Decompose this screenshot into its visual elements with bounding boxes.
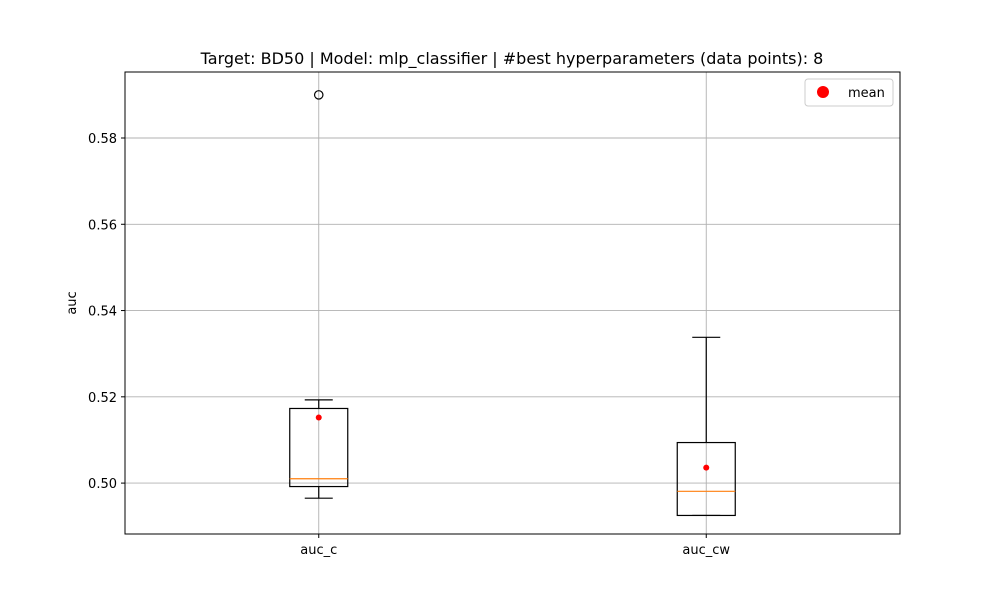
chart-title: Target: BD50 | Model: mlp_classifier | #… xyxy=(200,49,824,69)
y-tick-label: 0.58 xyxy=(88,132,117,147)
plot-area-frame xyxy=(124,71,901,535)
x-tick-label: auc_cw xyxy=(682,543,730,558)
y-tick-label: 0.54 xyxy=(88,305,117,320)
grid-lines xyxy=(125,72,900,534)
mean-marker xyxy=(315,414,322,421)
outlier-point xyxy=(313,90,324,100)
axes: 0.50 0.52 0.54 0.56 0.58 auc_c auc_cw xyxy=(88,132,730,558)
mean-marker xyxy=(703,464,710,471)
y-tick-label: 0.56 xyxy=(88,218,117,233)
iqr-box xyxy=(289,407,349,488)
box-auc_c xyxy=(289,90,349,499)
x-tick-label: auc_c xyxy=(300,543,337,558)
y-tick-label: 0.52 xyxy=(88,391,117,406)
iqr-box xyxy=(676,441,736,517)
legend-mean-marker xyxy=(817,86,829,98)
legend-label-mean: mean xyxy=(848,86,885,101)
y-axis-label: auc xyxy=(65,291,80,314)
legend: mean xyxy=(804,78,894,107)
legend-frame xyxy=(804,78,894,107)
data-layer xyxy=(289,90,736,517)
y-tick-label: 0.50 xyxy=(88,477,117,492)
box-auc_cw xyxy=(676,336,736,517)
